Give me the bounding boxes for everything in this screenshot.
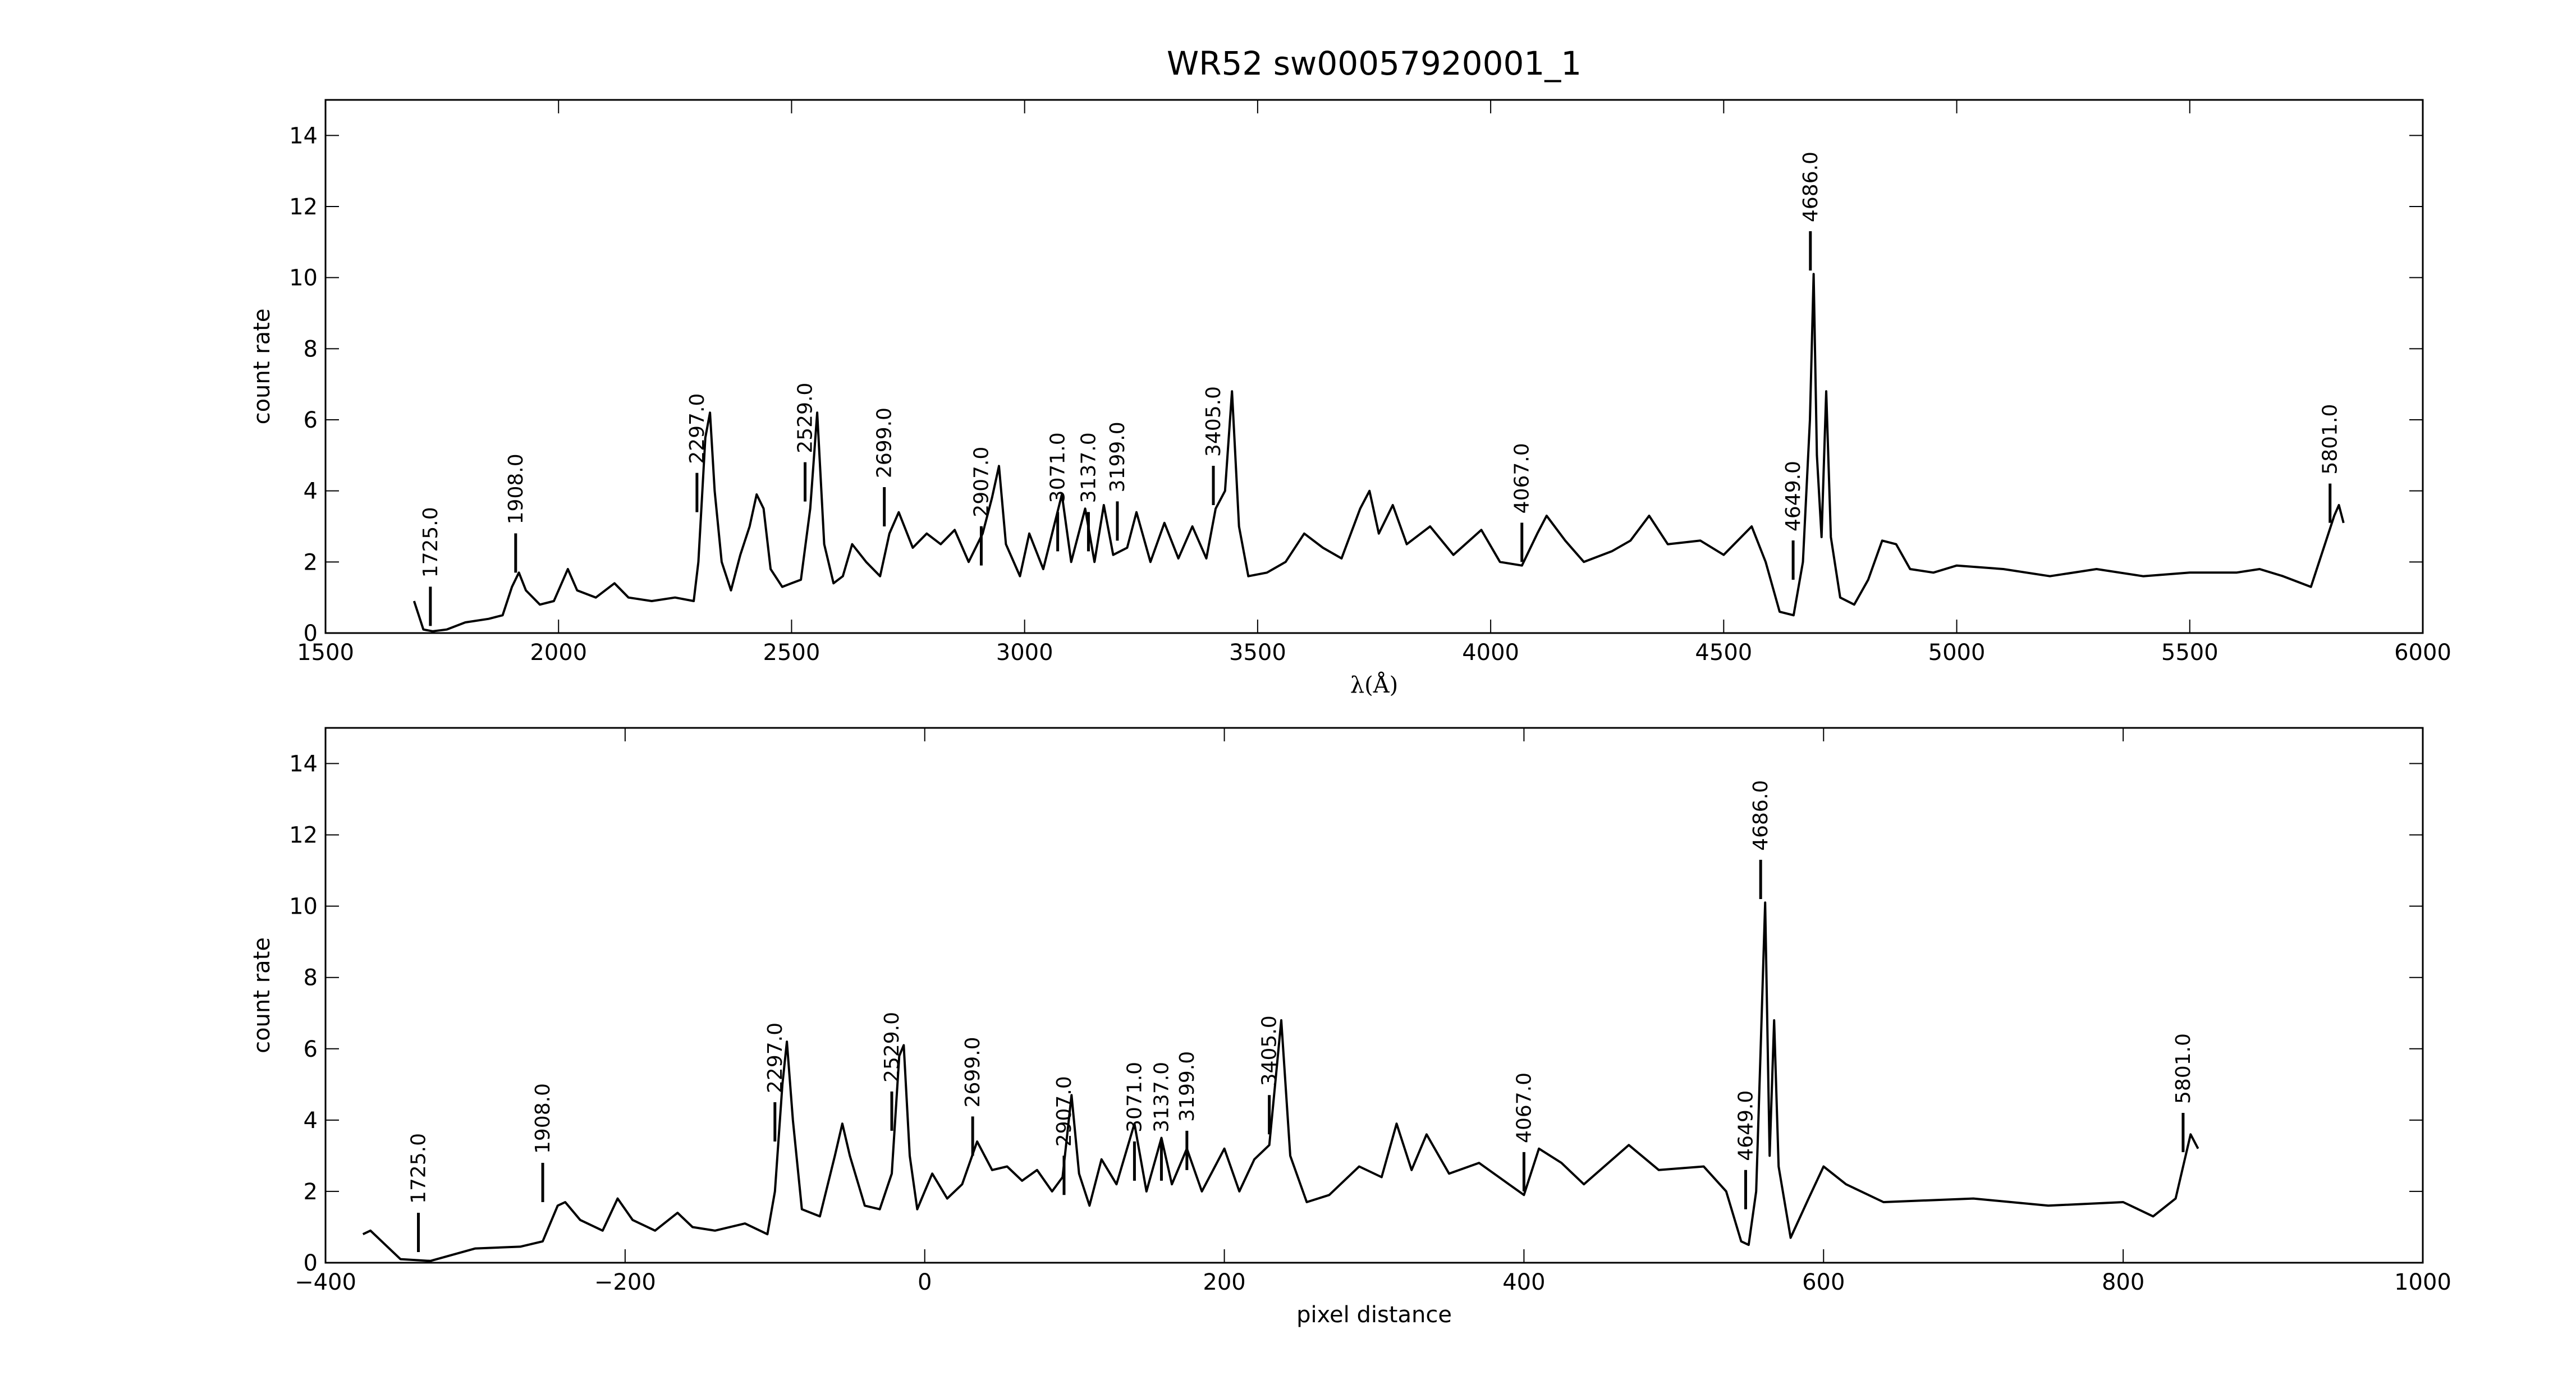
line-marker-label: 2699.0 <box>961 1037 984 1107</box>
line-marker-label: 5801.0 <box>2172 1033 2195 1104</box>
y-tick-label: 0 <box>304 621 318 647</box>
line-marker-label: 3405.0 <box>1258 1015 1281 1086</box>
plot-frame <box>324 99 2424 634</box>
y-tick-label: 4 <box>304 1108 318 1134</box>
plot-frame <box>324 727 2424 1264</box>
line-marker-label: 3137.0 <box>1150 1062 1173 1133</box>
y-tick-label: 4 <box>304 479 318 505</box>
line-marker-label: 2907.0 <box>970 447 993 517</box>
spectrum-line <box>362 901 2199 1262</box>
x-tick-label: −200 <box>594 1269 656 1295</box>
x-tick-label: 800 <box>2102 1269 2144 1295</box>
x-tick-label: 200 <box>1203 1269 1245 1295</box>
x-tick-label: 2500 <box>763 640 821 666</box>
line-marker-label: 4649.0 <box>1782 461 1805 531</box>
line-marker-label: 5801.0 <box>2319 404 2342 475</box>
x-axis-label: pixel distance <box>1296 1302 1452 1328</box>
line-marker-label: 2529.0 <box>881 1012 904 1083</box>
x-tick-label: 1500 <box>297 640 354 666</box>
line-marker-label: 3199.0 <box>1176 1051 1199 1122</box>
x-tick-label: 5500 <box>2161 640 2219 666</box>
y-tick-label: 0 <box>304 1250 318 1276</box>
line-marker-label: 3071.0 <box>1047 432 1070 503</box>
line-marker-label: 3199.0 <box>1106 421 1129 492</box>
line-marker-label: 2699.0 <box>873 407 896 478</box>
y-axis-label: count rate <box>249 309 275 425</box>
y-tick-label: 8 <box>304 965 318 991</box>
y-tick-label: 12 <box>289 823 318 849</box>
y-tick-label: 6 <box>304 1037 318 1062</box>
line-marker-label: 4686.0 <box>1749 780 1772 851</box>
x-tick-label: 400 <box>1502 1269 1545 1295</box>
line-marker-label: 1725.0 <box>419 507 442 577</box>
y-tick-label: 8 <box>304 336 318 362</box>
x-tick-label: −400 <box>295 1269 356 1295</box>
x-tick-label: 5000 <box>1928 640 1986 666</box>
chart-title: WR52 sw00057920001_1 <box>1167 44 1582 82</box>
y-tick-label: 6 <box>304 407 318 433</box>
line-marker-label: 3137.0 <box>1077 432 1100 503</box>
y-tick-label: 14 <box>289 123 318 149</box>
x-tick-label: 2000 <box>530 640 587 666</box>
line-marker-label: 1908.0 <box>505 453 528 524</box>
line-marker-label: 1725.0 <box>407 1133 430 1204</box>
line-marker-label: 4067.0 <box>1512 1072 1535 1143</box>
y-tick-label: 2 <box>304 1179 318 1205</box>
x-tick-label: 3000 <box>996 640 1053 666</box>
line-marker-label: 2297.0 <box>764 1023 787 1093</box>
line-marker-label: 4067.0 <box>1511 443 1534 514</box>
x-tick-label: 4000 <box>1462 640 1519 666</box>
line-marker-label: 3405.0 <box>1202 386 1225 457</box>
x-tick-label: 0 <box>918 1269 932 1295</box>
y-tick-label: 10 <box>289 894 318 920</box>
x-axis-label: λ(Å) <box>1350 672 1398 698</box>
line-marker-label: 4686.0 <box>1799 152 1822 222</box>
line-marker-label: 4649.0 <box>1734 1090 1757 1161</box>
y-tick-label: 12 <box>289 194 318 220</box>
x-tick-label: 6000 <box>2394 640 2451 666</box>
y-axis-label: count rate <box>249 937 275 1053</box>
line-marker-label: 2297.0 <box>686 393 709 464</box>
y-tick-label: 10 <box>289 265 318 291</box>
line-marker-label: 2907.0 <box>1053 1076 1076 1147</box>
spectrum-line <box>412 273 2345 632</box>
x-tick-label: 600 <box>1802 1269 1845 1295</box>
line-marker-label: 3071.0 <box>1123 1062 1146 1133</box>
x-tick-label: 1000 <box>2394 1269 2451 1295</box>
y-tick-label: 14 <box>289 751 318 777</box>
y-tick-label: 2 <box>304 549 318 575</box>
line-marker-label: 1908.0 <box>531 1083 554 1154</box>
x-tick-label: 4500 <box>1695 640 1752 666</box>
line-marker-label: 2529.0 <box>794 383 817 453</box>
x-tick-label: 3500 <box>1229 640 1286 666</box>
